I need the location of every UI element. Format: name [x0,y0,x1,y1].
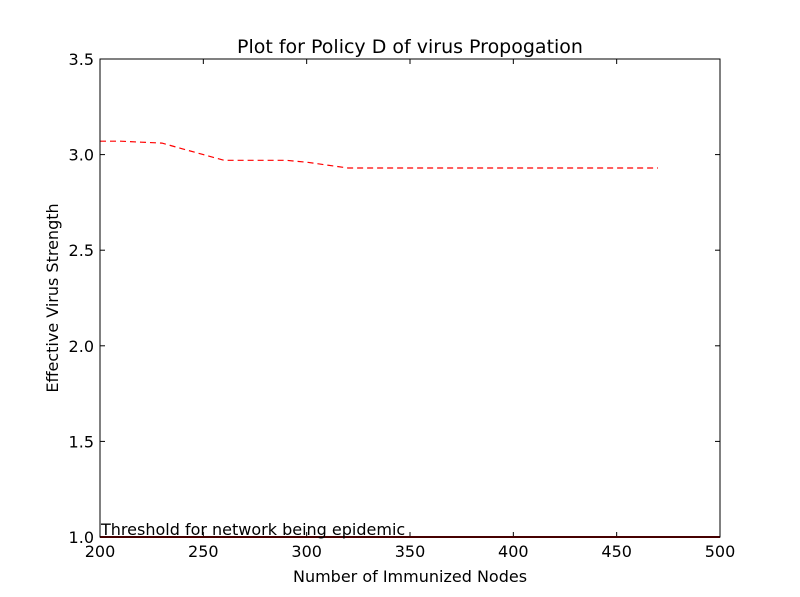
y-tick-label: 3.5 [69,50,94,69]
series-line-0 [100,140,658,169]
x-tick-label: 250 [188,542,219,561]
chart-title: Plot for Policy D of virus Propogation [237,36,583,58]
y-axis-label: Effective Virus Strength [43,203,62,392]
x-tick-label: 450 [601,542,632,561]
x-tick-label: 200 [85,542,116,561]
plot-frame [99,58,721,538]
threshold-label: Threshold for network being epidemic [100,520,405,539]
x-tick-label: 400 [498,542,529,561]
y-tick-label: 2.0 [69,337,94,356]
ticks: 200 250 300 350 400 450 500 1.0 1.5 2.0 2.5 3.0 3.5 [69,50,736,561]
threshold-group: Threshold for network being epidemic [100,520,720,539]
x-tick-label: 300 [291,542,322,561]
y-tick-label: 2.5 [69,241,94,260]
x-tick-label: 500 [705,542,736,561]
series-group [100,140,658,169]
x-axis-label: Number of Immunized Nodes [293,567,527,586]
y-tick-label: 1.5 [69,432,94,451]
y-tick-label: 3.0 [69,146,94,165]
x-tick-label: 350 [395,542,426,561]
y-tick-label: 1.0 [69,528,94,547]
